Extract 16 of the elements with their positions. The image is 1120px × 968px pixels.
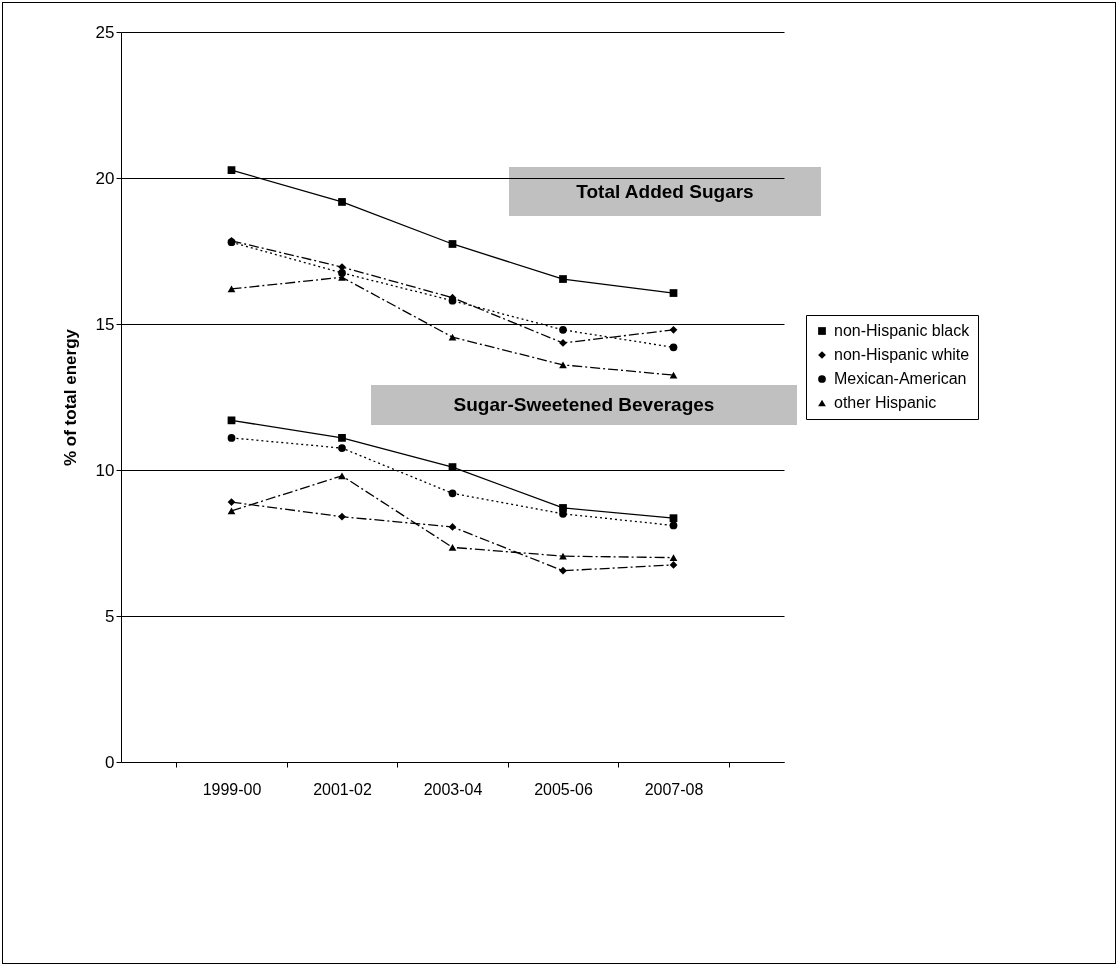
y-axis-title: % of total energy [60, 328, 80, 466]
y-tick-label: 10 [95, 460, 115, 480]
y-tick-label: 20 [95, 168, 115, 188]
x-tick-label: 2003-04 [423, 780, 483, 798]
y-tick-label: 25 [95, 22, 115, 42]
legend-label: non-Hispanic white [834, 346, 970, 363]
x-tick-label: 2007-08 [644, 780, 704, 798]
y-tick-label: 0 [105, 752, 115, 772]
y-tick-label: 5 [105, 606, 115, 626]
legend-label: other Hispanic [834, 394, 937, 411]
x-tick-label: 2001-02 [313, 780, 372, 798]
legend-label: non-Hispanic black [834, 322, 971, 339]
x-tick-label: 2005-06 [534, 780, 593, 798]
legend-label: Mexican-American [834, 370, 967, 387]
x-tick-label: 1999-00 [202, 780, 262, 798]
y-tick-label: 15 [95, 314, 115, 334]
